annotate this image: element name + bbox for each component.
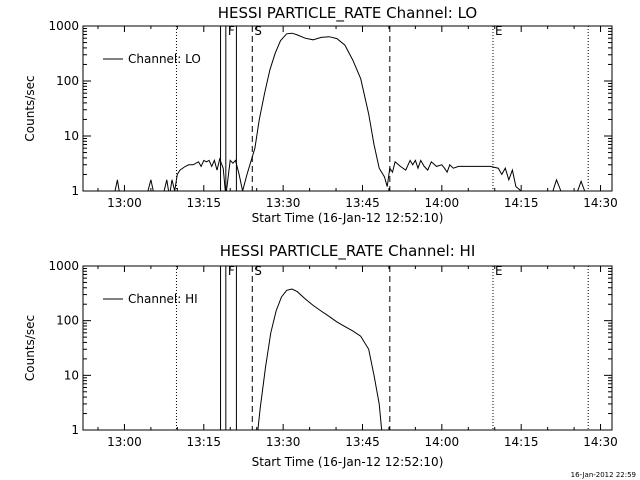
marker-label: S (254, 24, 262, 38)
x-tick-label: 13:15 (186, 196, 221, 210)
x-tick-label: 14:15 (504, 435, 539, 449)
legend-entry: Channel: LO (128, 52, 201, 66)
x-tick-label: 13:45 (345, 435, 380, 449)
y-tick-label: 1000 (48, 19, 79, 33)
series-line (83, 32, 612, 191)
y-axis-label: Counts/sec (23, 75, 37, 141)
chart-title: HESSI PARTICLE_RATE Channel: HI (220, 242, 476, 261)
x-tick-label: 14:30 (583, 196, 618, 210)
x-tick-label: 14:00 (425, 435, 460, 449)
x-tick-label: 13:30 (266, 435, 301, 449)
y-tick-label: 1000 (48, 259, 79, 273)
marker-label: E (495, 24, 503, 38)
plot-frame (82, 25, 613, 192)
y-tick-label: 1 (71, 423, 79, 437)
chart-title: HESSI PARTICLE_RATE Channel: LO (218, 4, 477, 23)
x-tick-label: 13:30 (266, 196, 301, 210)
y-tick-label: 1 (71, 184, 79, 198)
x-tick-label: 14:00 (425, 196, 460, 210)
legend-entry: Channel: HI (128, 292, 198, 306)
marker-label: E (495, 264, 503, 278)
y-tick-label: 10 (64, 129, 79, 143)
x-tick-label: 13:45 (345, 196, 380, 210)
timestamp-footer: 16-Jan-2012 22:59 (570, 471, 636, 479)
y-tick-label: 100 (56, 314, 79, 328)
x-tick-label: 13:00 (107, 435, 142, 449)
chart-panel-1: HESSI PARTICLE_RATE Channel: LOF S E 13:00 1… (23, 4, 618, 225)
marker-label: F (228, 264, 235, 278)
marker-label: S (254, 264, 262, 278)
x-axis-label: Start Time (16-Jan-12 12:52:10) (252, 455, 444, 469)
marker-label: F (228, 24, 235, 38)
x-axis-label: Start Time (16-Jan-12 12:52:10) (252, 211, 444, 225)
series-line (257, 288, 383, 430)
y-tick-label: 100 (56, 74, 79, 88)
y-axis-label: Counts/sec (23, 315, 37, 381)
x-tick-label: 14:15 (504, 196, 539, 210)
x-tick-label: 13:00 (107, 196, 142, 210)
y-tick-label: 10 (64, 368, 79, 382)
x-tick-label: 14:30 (583, 435, 618, 449)
x-tick-label: 13:15 (186, 435, 221, 449)
plot-frame (82, 265, 613, 431)
chart-panel-2: HESSI PARTICLE_RATE Channel: HI F S E 13:00 1… (23, 242, 618, 469)
